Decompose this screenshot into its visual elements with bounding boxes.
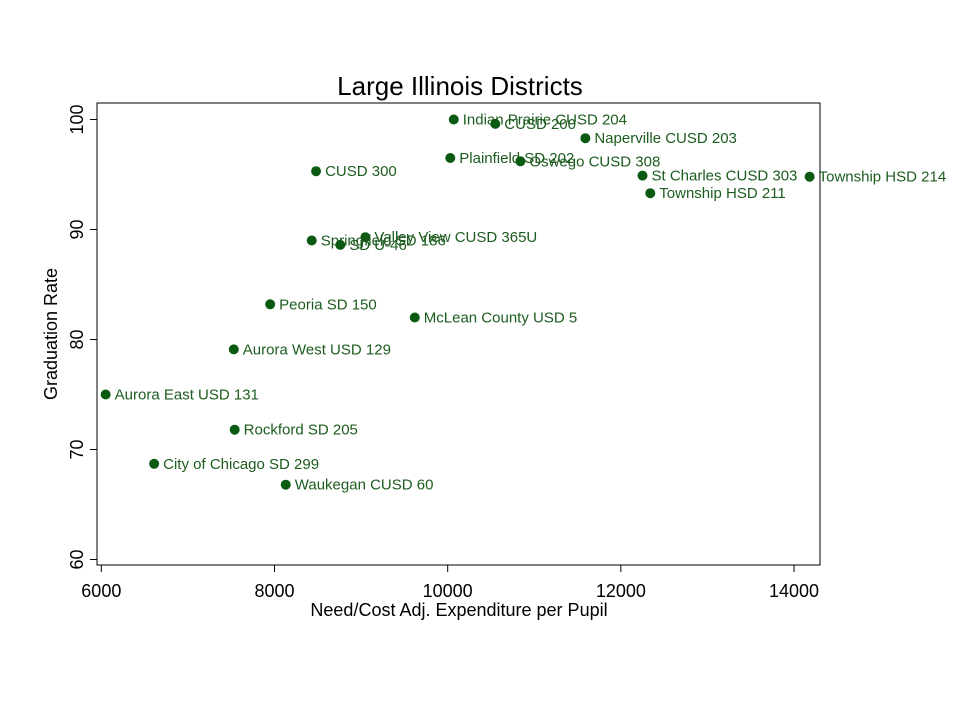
y-tick-label: 70 <box>67 439 87 459</box>
point-label: CUSD 300 <box>325 163 397 180</box>
point-label: Township HSD 211 <box>659 185 785 202</box>
scatter-point <box>306 235 317 246</box>
x-axis-label: Need/Cost Adj. Expenditure per Pupil <box>310 600 607 620</box>
point-label: City of Chicago SD 299 <box>163 456 319 473</box>
point-label: Township HSD 214 <box>819 169 947 186</box>
x-tick-label: 14000 <box>769 581 819 601</box>
y-tick-label: 60 <box>67 549 87 569</box>
scatter-point <box>311 166 322 177</box>
scatter-point <box>448 114 459 125</box>
point-label: Rockford SD 205 <box>244 422 358 439</box>
chart-title: Large Illinois Districts <box>337 71 583 101</box>
x-tick-label: 6000 <box>81 581 121 601</box>
point-label: Valley View CUSD 365U <box>374 229 537 246</box>
point-label: Springfield SD 186 <box>321 233 446 250</box>
scatter-point <box>490 118 501 129</box>
x-tick-label: 8000 <box>254 581 294 601</box>
y-tick-label: 80 <box>67 329 87 349</box>
scatter-point <box>280 479 291 490</box>
point-label: St Charles CUSD 303 <box>651 168 797 185</box>
y-tick-label: 90 <box>67 219 87 239</box>
point-label: Peoria SD 150 <box>279 296 377 313</box>
point-label: Aurora West USD 129 <box>243 341 391 358</box>
scatter-point <box>229 424 240 435</box>
scatter-point <box>637 170 648 181</box>
point-label: Aurora East USD 131 <box>115 387 259 404</box>
scatter-point <box>645 188 656 199</box>
x-tick-label: 12000 <box>596 581 646 601</box>
point-label: Waukegan CUSD 60 <box>295 477 434 494</box>
y-axis-label: Graduation Rate <box>41 268 61 400</box>
scatter-point <box>409 312 420 323</box>
point-label: Indian Prairie CUSD 204 <box>463 112 627 129</box>
scatter-point <box>149 458 160 469</box>
point-label: McLean County USD 5 <box>424 310 577 327</box>
point-label: CUSD 200 <box>504 116 576 133</box>
scatter-point <box>580 133 591 144</box>
scatter-point <box>335 239 346 250</box>
x-tick-label: 10000 <box>423 581 473 601</box>
scatter-point <box>265 299 276 310</box>
y-axis: 60 70 80 90 100 <box>67 104 97 570</box>
point-label: Naperville CUSD 203 <box>594 130 737 147</box>
scatter-point <box>445 153 456 163</box>
x-axis: 6000 8000 10000 12000 14000 <box>81 565 819 601</box>
plot-area-frame <box>96 102 821 566</box>
scatter-point <box>804 171 815 182</box>
scatter-point <box>100 389 111 400</box>
scatter-point <box>360 232 371 243</box>
point-label: SD U-46 <box>349 237 407 254</box>
scatter-point <box>228 344 239 355</box>
scatter-point <box>515 156 526 167</box>
y-tick-label: 100 <box>67 104 87 134</box>
point-label: Oswego CUSD 308 <box>529 153 660 170</box>
